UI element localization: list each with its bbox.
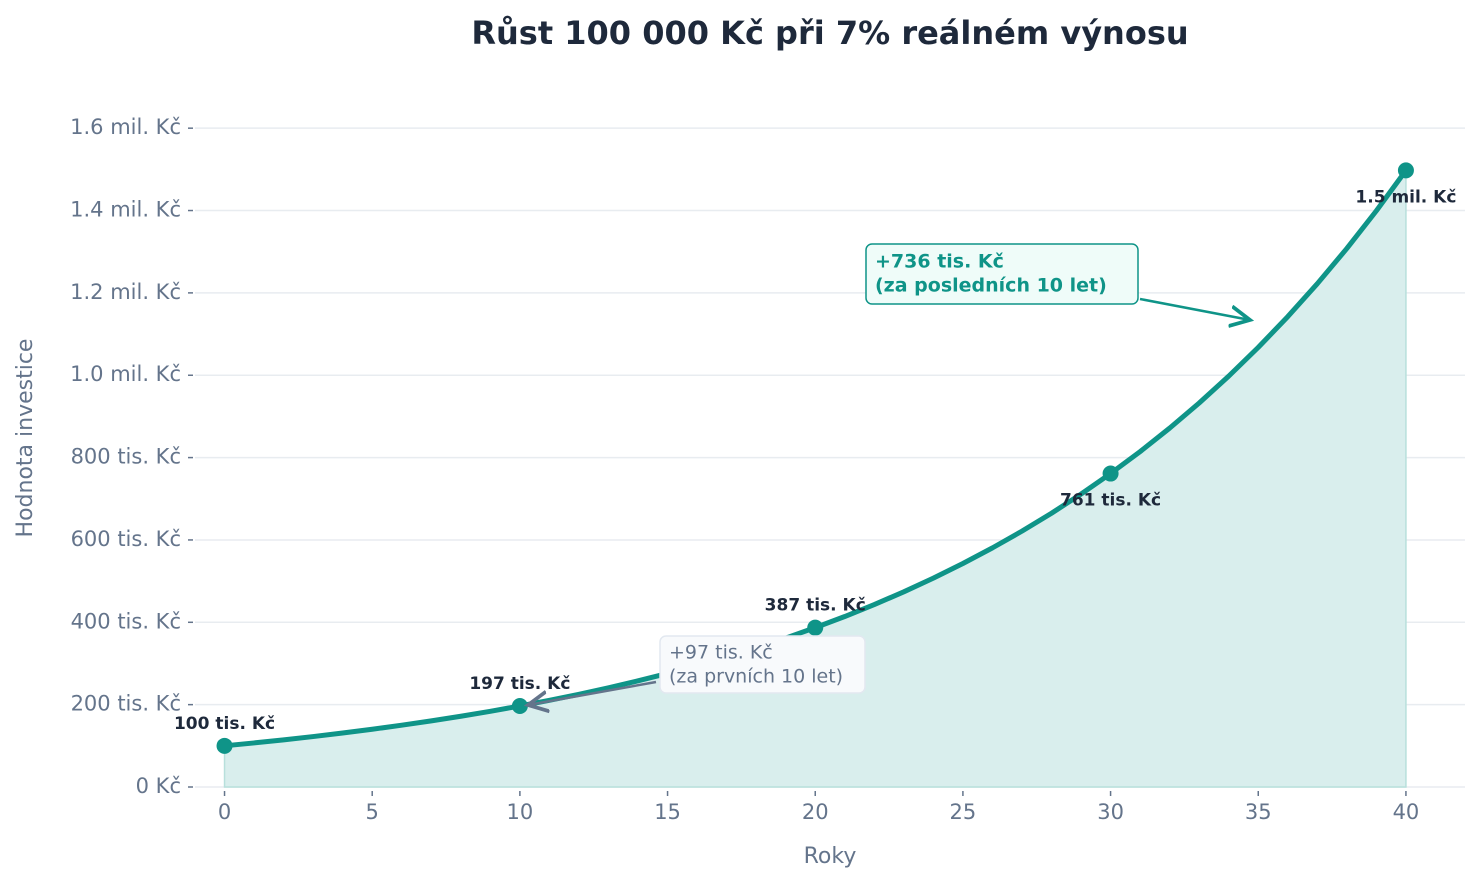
area bbox=[223, 168, 1407, 788]
marker bbox=[1102, 465, 1119, 482]
y-tick-label: 0 Kč bbox=[136, 774, 181, 798]
y-tick-label: 1.6 mil. Kč bbox=[70, 115, 181, 139]
data-label: 197 tis. Kč bbox=[469, 674, 570, 694]
annotation-arrow bbox=[1139, 297, 1250, 320]
x-tick-label: 15 bbox=[654, 800, 681, 824]
x-tick-label: 5 bbox=[366, 800, 379, 824]
annotation-text: (za posledních 10 let) bbox=[875, 275, 1107, 297]
data-label: 100 tis. Kč bbox=[174, 714, 275, 734]
data-label: 1.5 mil. Kč bbox=[1355, 187, 1456, 207]
y-tick-label: 400 tis. Kč bbox=[71, 609, 181, 633]
marker bbox=[807, 619, 824, 636]
y-tick-label: 1.0 mil. Kč bbox=[70, 362, 181, 386]
y-tick-label: 1.4 mil. Kč bbox=[70, 198, 181, 222]
y-tick-label: 600 tis. Kč bbox=[71, 527, 181, 551]
x-tick-label: 0 bbox=[218, 800, 231, 824]
x-tick-label: 30 bbox=[1097, 800, 1124, 824]
x-axis-label: Roky bbox=[804, 844, 857, 869]
marker bbox=[511, 697, 528, 714]
x-tick-label: 25 bbox=[950, 800, 977, 824]
annotation-box bbox=[659, 635, 866, 694]
y-tick-label: 1.2 mil. Kč bbox=[70, 280, 181, 304]
x-tick-label: 10 bbox=[507, 800, 534, 824]
marker bbox=[216, 737, 233, 754]
annotation-arrow bbox=[528, 680, 657, 705]
y-tick-label: 200 tis. Kč bbox=[71, 692, 181, 716]
x-tick-label: 20 bbox=[802, 800, 829, 824]
annotation-box bbox=[865, 243, 1139, 305]
x-tick-label: 40 bbox=[1393, 800, 1420, 824]
y-tick-label: 800 tis. Kč bbox=[71, 445, 181, 469]
data-label: 761 tis. Kč bbox=[1060, 491, 1161, 511]
annotation-text: (za prvních 10 let) bbox=[669, 666, 843, 688]
x-tick-label: 35 bbox=[1245, 800, 1272, 824]
y-axis-label: Hodnota investice bbox=[13, 339, 38, 538]
data-label: 387 tis. Kč bbox=[765, 596, 866, 616]
annotation-text: +736 tis. Kč bbox=[875, 251, 1004, 273]
marker bbox=[1397, 162, 1414, 179]
chart-title: Růst 100 000 Kč při 7% reálném výnosu bbox=[471, 14, 1188, 52]
annotation-text: +97 tis. Kč bbox=[669, 642, 773, 664]
